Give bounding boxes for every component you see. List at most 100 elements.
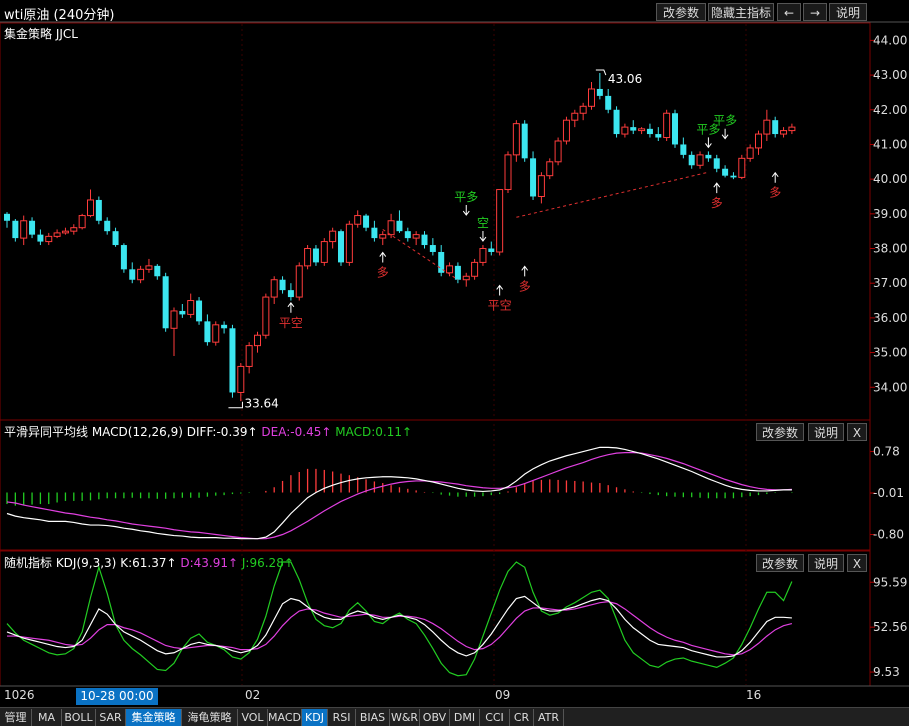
candle bbox=[245, 342, 253, 374]
candle bbox=[696, 151, 704, 169]
header-help-button[interactable]: 说明 bbox=[829, 3, 867, 21]
indicator-tab-bar: 管理 MA BOLL SAR 集金策略 海龟策略 VOL MACD KDJ RSI BIAS W&R O… bbox=[0, 707, 909, 726]
macd-diff-value: DIFF:-0.39↑ bbox=[186, 425, 258, 439]
candle bbox=[655, 127, 662, 141]
candle bbox=[462, 272, 470, 287]
kdj-help-button[interactable]: 说明 bbox=[808, 554, 844, 572]
indicator-tab[interactable]: VOL bbox=[238, 709, 268, 726]
indicator-tab[interactable]: KDJ bbox=[302, 709, 328, 726]
candle bbox=[254, 331, 261, 353]
candle bbox=[187, 293, 195, 318]
candle bbox=[680, 137, 687, 159]
candle bbox=[270, 276, 278, 305]
high-marker bbox=[595, 69, 607, 76]
candle bbox=[129, 262, 136, 284]
candle bbox=[95, 196, 102, 225]
candle bbox=[104, 217, 111, 235]
candle bbox=[396, 210, 403, 233]
candle bbox=[530, 151, 537, 200]
kdj-j-value: J:96.28↑ bbox=[241, 556, 294, 570]
indicator-tab[interactable]: ATR bbox=[534, 709, 564, 726]
kdj-params-button[interactable]: 改参数 bbox=[756, 554, 804, 572]
candle bbox=[571, 109, 579, 128]
macd-diff-line bbox=[6, 446, 792, 540]
candle bbox=[29, 217, 36, 239]
candle bbox=[179, 304, 186, 318]
indicator-tab[interactable]: OBV bbox=[420, 709, 450, 726]
indicator-tab[interactable]: SAR bbox=[96, 709, 126, 726]
candle bbox=[554, 137, 562, 166]
indicator-tab[interactable]: BIAS bbox=[356, 709, 390, 726]
candle bbox=[20, 215, 28, 246]
candle bbox=[87, 189, 94, 218]
candle bbox=[262, 293, 270, 339]
kdj-k-value: K:61.37↑ bbox=[120, 556, 177, 570]
price-tick-label: 39.00 bbox=[873, 207, 907, 221]
candle bbox=[454, 262, 461, 284]
macd-help-button[interactable]: 说明 bbox=[808, 423, 844, 441]
candle bbox=[672, 109, 678, 148]
kdj-title: 随机指标 KDJ(9,3,3) K:61.37↑ D:43.91↑ J:96.2… bbox=[4, 554, 294, 571]
indicator-tab[interactable]: CR bbox=[510, 709, 534, 726]
macd-tick-label: -0.80 bbox=[873, 528, 904, 542]
macd-close-button[interactable]: X bbox=[847, 423, 867, 441]
candle bbox=[630, 120, 637, 135]
candle bbox=[37, 229, 44, 246]
candle bbox=[112, 227, 119, 247]
signal-label: 空 bbox=[477, 216, 489, 230]
candle bbox=[345, 220, 353, 266]
indicator-tab[interactable]: BOLL bbox=[62, 709, 96, 726]
macd-layer bbox=[6, 446, 793, 540]
signal-arrow-up bbox=[771, 171, 779, 183]
candle bbox=[605, 88, 612, 114]
price-tick-label: 43.00 bbox=[873, 68, 907, 82]
candle bbox=[120, 243, 127, 273]
indicator-tab[interactable]: MA bbox=[32, 709, 62, 726]
header-params-button[interactable]: 改参数 bbox=[656, 3, 706, 21]
signal-label: 平多 bbox=[454, 190, 478, 204]
candle bbox=[772, 116, 779, 138]
candle bbox=[329, 227, 337, 249]
candle bbox=[705, 151, 712, 162]
indicator-tab[interactable]: RSI bbox=[328, 709, 356, 726]
arrow-left-button[interactable]: ← bbox=[777, 3, 801, 21]
signal-arrow-down bbox=[705, 137, 712, 149]
candle bbox=[738, 154, 746, 180]
signal-label: 多 bbox=[711, 196, 723, 210]
signal-label: 平空 bbox=[488, 298, 512, 312]
candle bbox=[212, 321, 220, 346]
kdj-k-line bbox=[6, 595, 792, 658]
price-tick-label: 36.00 bbox=[873, 311, 907, 325]
macd-panel-frame bbox=[0, 419, 871, 551]
candle bbox=[70, 224, 78, 235]
candle bbox=[154, 264, 161, 280]
price-tick-label: 34.00 bbox=[873, 380, 907, 394]
candle bbox=[512, 120, 520, 162]
indicator-tab[interactable]: 管理 bbox=[0, 709, 32, 726]
window-title: wti原油 (240分钟) bbox=[4, 8, 115, 23]
kdj-close-button[interactable]: X bbox=[847, 554, 867, 572]
indicator-tab[interactable]: MACD bbox=[268, 709, 302, 726]
indicator-tab[interactable]: W&R bbox=[390, 709, 420, 726]
candle bbox=[504, 151, 512, 194]
arrow-right-button[interactable]: → bbox=[803, 3, 827, 21]
candle bbox=[780, 127, 788, 138]
candle bbox=[588, 82, 595, 110]
hide-main-indicator-button[interactable]: 隐藏主指标 bbox=[708, 3, 774, 21]
macd-value: MACD:0.11↑ bbox=[335, 425, 413, 439]
indicator-tab[interactable]: 集金策略 bbox=[126, 709, 182, 726]
candle bbox=[722, 165, 729, 178]
price-tick-label: 44.00 bbox=[873, 33, 907, 47]
candle bbox=[621, 123, 629, 138]
candle bbox=[404, 227, 411, 242]
signal-arrow-up bbox=[521, 265, 529, 277]
macd-tick-label: -0.01 bbox=[873, 486, 904, 500]
indicator-tab[interactable]: DMI bbox=[450, 709, 480, 726]
indicator-tab[interactable]: 海龟策略 bbox=[182, 709, 238, 726]
macd-params-button[interactable]: 改参数 bbox=[756, 423, 804, 441]
signal-label: 平空 bbox=[279, 316, 303, 330]
macd-dea-value: DEA:-0.45↑ bbox=[261, 425, 332, 439]
candle bbox=[45, 232, 53, 246]
indicator-tab[interactable]: CCI bbox=[480, 709, 510, 726]
